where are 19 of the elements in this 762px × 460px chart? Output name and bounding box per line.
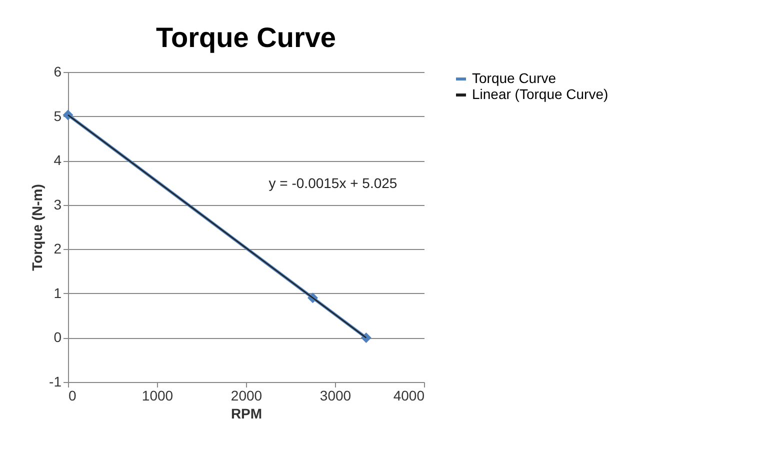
x-tick-label: 0 — [68, 388, 76, 404]
legend-label: Linear (Torque Curve) — [472, 86, 608, 102]
legend-label: Torque Curve — [472, 70, 556, 86]
y-tick-label: 5 — [54, 108, 62, 124]
x-tick-label: 4000 — [393, 388, 425, 404]
y-axis-title: Torque (N-m) — [29, 184, 46, 271]
y-tick-label: 1 — [54, 284, 62, 301]
chart-title: Torque Curve — [156, 22, 336, 53]
x-tick-label: 2000 — [230, 388, 262, 404]
y-tick-label: 4 — [54, 152, 62, 168]
x-tick-label: 3000 — [320, 388, 352, 404]
y-tick-label: 6 — [54, 64, 62, 80]
y-tick-label: 2 — [54, 240, 62, 257]
y-tick-label: 0 — [54, 329, 62, 346]
annotation: y = -0.0015x + 5.025 — [268, 175, 398, 191]
x-axis-title: RPM — [230, 406, 262, 422]
x-tick-label: 1000 — [142, 388, 174, 404]
y-tick-label: -1 — [49, 374, 62, 390]
y-tick-label: 3 — [54, 196, 62, 212]
